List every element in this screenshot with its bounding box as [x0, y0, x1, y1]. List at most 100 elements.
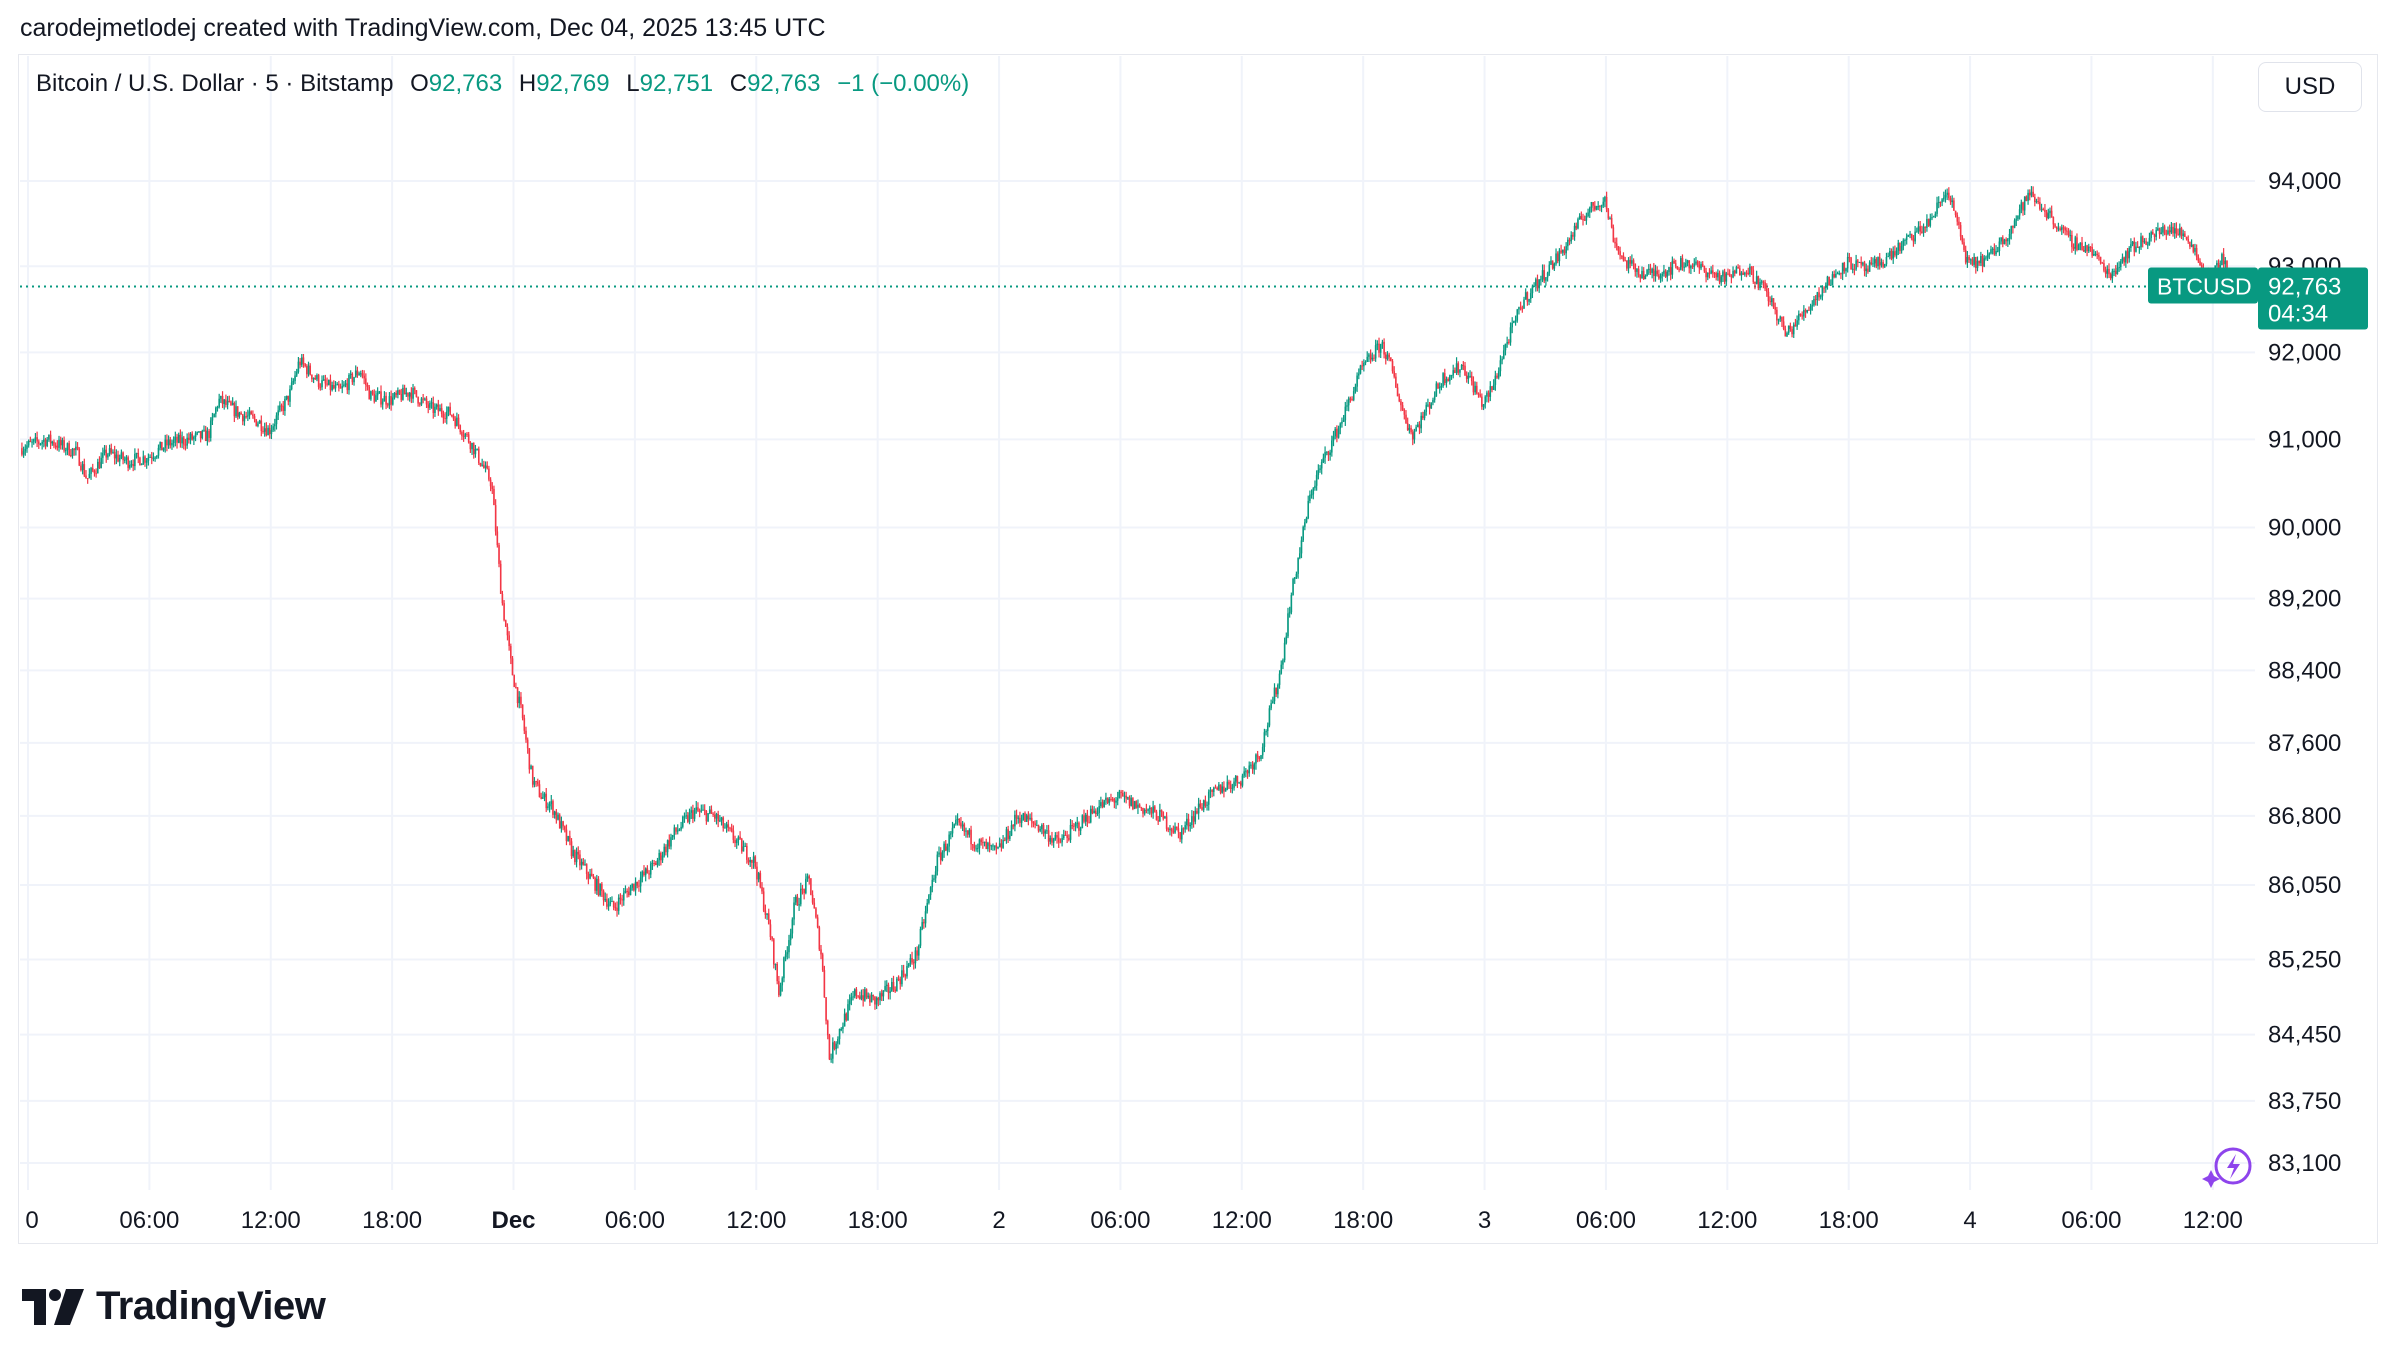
price-axis-label: 84,450	[2268, 1022, 2341, 1049]
candle	[1187, 813, 1190, 832]
candle	[306, 364, 308, 379]
candle	[1964, 245, 1967, 265]
candle	[408, 391, 411, 402]
candle	[1701, 261, 1704, 268]
candle	[1690, 264, 1692, 275]
candle	[1877, 256, 1879, 270]
candle	[2143, 238, 2146, 244]
candle	[1007, 825, 1009, 844]
candle	[575, 847, 578, 868]
candle	[1740, 271, 1743, 281]
candle	[1600, 204, 1603, 213]
candle	[1002, 835, 1004, 849]
candle	[1479, 389, 1481, 398]
candle	[1295, 571, 1298, 580]
candle	[130, 460, 133, 468]
candle	[545, 787, 548, 813]
candle	[1582, 213, 1584, 226]
candle	[1405, 410, 1407, 424]
candle	[729, 826, 731, 832]
candle	[1036, 820, 1038, 827]
candle	[498, 542, 500, 568]
tradingview-brand[interactable]: TradingView	[22, 1284, 326, 1329]
candle	[975, 844, 977, 852]
candle	[459, 424, 462, 435]
candle	[155, 455, 158, 460]
candle	[1106, 797, 1109, 805]
candle	[51, 440, 54, 446]
candle	[1985, 255, 1987, 261]
candle	[1287, 607, 1289, 639]
candle	[1374, 339, 1377, 362]
candle	[1059, 838, 1062, 844]
candle	[1958, 216, 1960, 230]
currency-button[interactable]: USD	[2258, 62, 2362, 112]
candle	[1014, 810, 1016, 832]
candle	[1191, 810, 1193, 829]
candle	[1624, 256, 1626, 262]
candle	[1801, 311, 1803, 320]
candle	[1767, 288, 1770, 307]
candle	[739, 831, 741, 840]
candle	[1910, 233, 1913, 241]
symbol-description[interactable]: Bitcoin / U.S. Dollar · 5 · Bitstamp	[36, 70, 394, 97]
candle	[250, 410, 253, 415]
candle	[194, 431, 197, 442]
candle	[2187, 235, 2190, 244]
candle	[1435, 381, 1438, 397]
candle	[1661, 271, 1664, 282]
candle	[2119, 259, 2122, 271]
candle	[636, 881, 639, 889]
candle	[228, 395, 231, 403]
candle	[255, 419, 258, 427]
candle	[268, 423, 271, 439]
candle	[216, 405, 219, 412]
candle	[1993, 243, 1996, 256]
candle	[1179, 831, 1181, 843]
candle	[1803, 305, 1805, 321]
candle	[253, 413, 256, 423]
candle	[365, 373, 367, 391]
candle	[1747, 267, 1750, 276]
candle	[1693, 258, 1696, 272]
candle	[769, 919, 772, 941]
candle	[1428, 402, 1431, 415]
candle	[1298, 547, 1301, 560]
candle	[1959, 222, 1962, 241]
candle	[149, 454, 151, 458]
candle	[1516, 308, 1519, 323]
candle	[78, 447, 81, 467]
candle	[1290, 592, 1293, 615]
candle	[1175, 826, 1178, 831]
lightning-icon[interactable]	[2202, 1147, 2252, 1188]
candle	[2076, 233, 2078, 252]
candle	[1572, 232, 1574, 240]
candle	[191, 431, 194, 441]
candle	[29, 436, 32, 443]
candle	[793, 897, 795, 926]
candle	[548, 801, 551, 813]
candle	[995, 842, 998, 855]
candle	[2001, 235, 2004, 248]
candle	[1528, 298, 1530, 306]
candle	[312, 377, 315, 384]
high-label: H	[518, 70, 537, 97]
price-tag-countdown: 04:34	[2268, 301, 2328, 328]
candle	[182, 435, 185, 450]
candle	[538, 780, 541, 798]
candle	[117, 450, 119, 463]
candle	[1044, 829, 1047, 840]
time-axis-label: 06:00	[1090, 1207, 1150, 1234]
candle	[1432, 397, 1434, 406]
candle	[714, 811, 716, 822]
candle	[1443, 368, 1446, 386]
candle	[838, 1028, 841, 1045]
candle	[105, 445, 108, 463]
candle	[1234, 774, 1237, 787]
candle	[1133, 800, 1136, 810]
candle	[300, 354, 303, 368]
candle	[90, 466, 92, 480]
candle	[1953, 197, 1955, 211]
candle	[150, 451, 153, 465]
